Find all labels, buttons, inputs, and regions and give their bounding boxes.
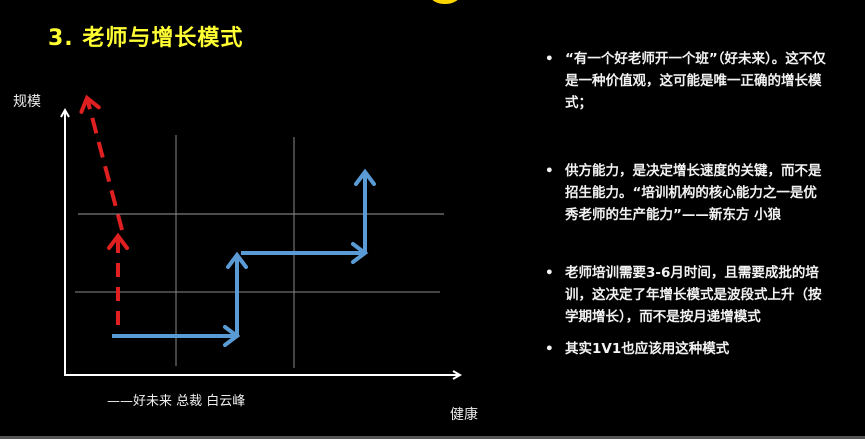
attribution: ——好未来 总裁 白云峰 [107,394,246,409]
y-axis-label: 规模 [13,94,41,110]
bullet-item: “有一个好老师开一个班”（好未来）。这不仅是一种价值观，这可能是唯一正确的增长模… [545,48,830,114]
bullet-item: 其实1V1也应该用这种模式 [545,338,830,360]
steady-growth-path [112,168,376,347]
rapid-growth-path [79,94,129,325]
bottom-divider [0,436,865,439]
growth-diagram [0,94,480,439]
decorative-circle [430,0,460,4]
grid-lines [75,135,444,368]
bullet-item: 老师培训需要3-6月时间，且需要成批的培训，这决定了年增长模式是波段式上升（按学… [545,262,830,328]
bullet-item: 供方能力，是决定增长速度的关键，而不是招生能力。“培训机构的核心能力之一是优秀老… [545,160,830,226]
x-axis-label: 健康 [450,407,478,423]
bullet-list: “有一个好老师开一个班”（好未来）。这不仅是一种价值观，这可能是唯一正确的增长模… [545,48,830,360]
slide-title: 3. 老师与增长模式 [48,26,244,51]
